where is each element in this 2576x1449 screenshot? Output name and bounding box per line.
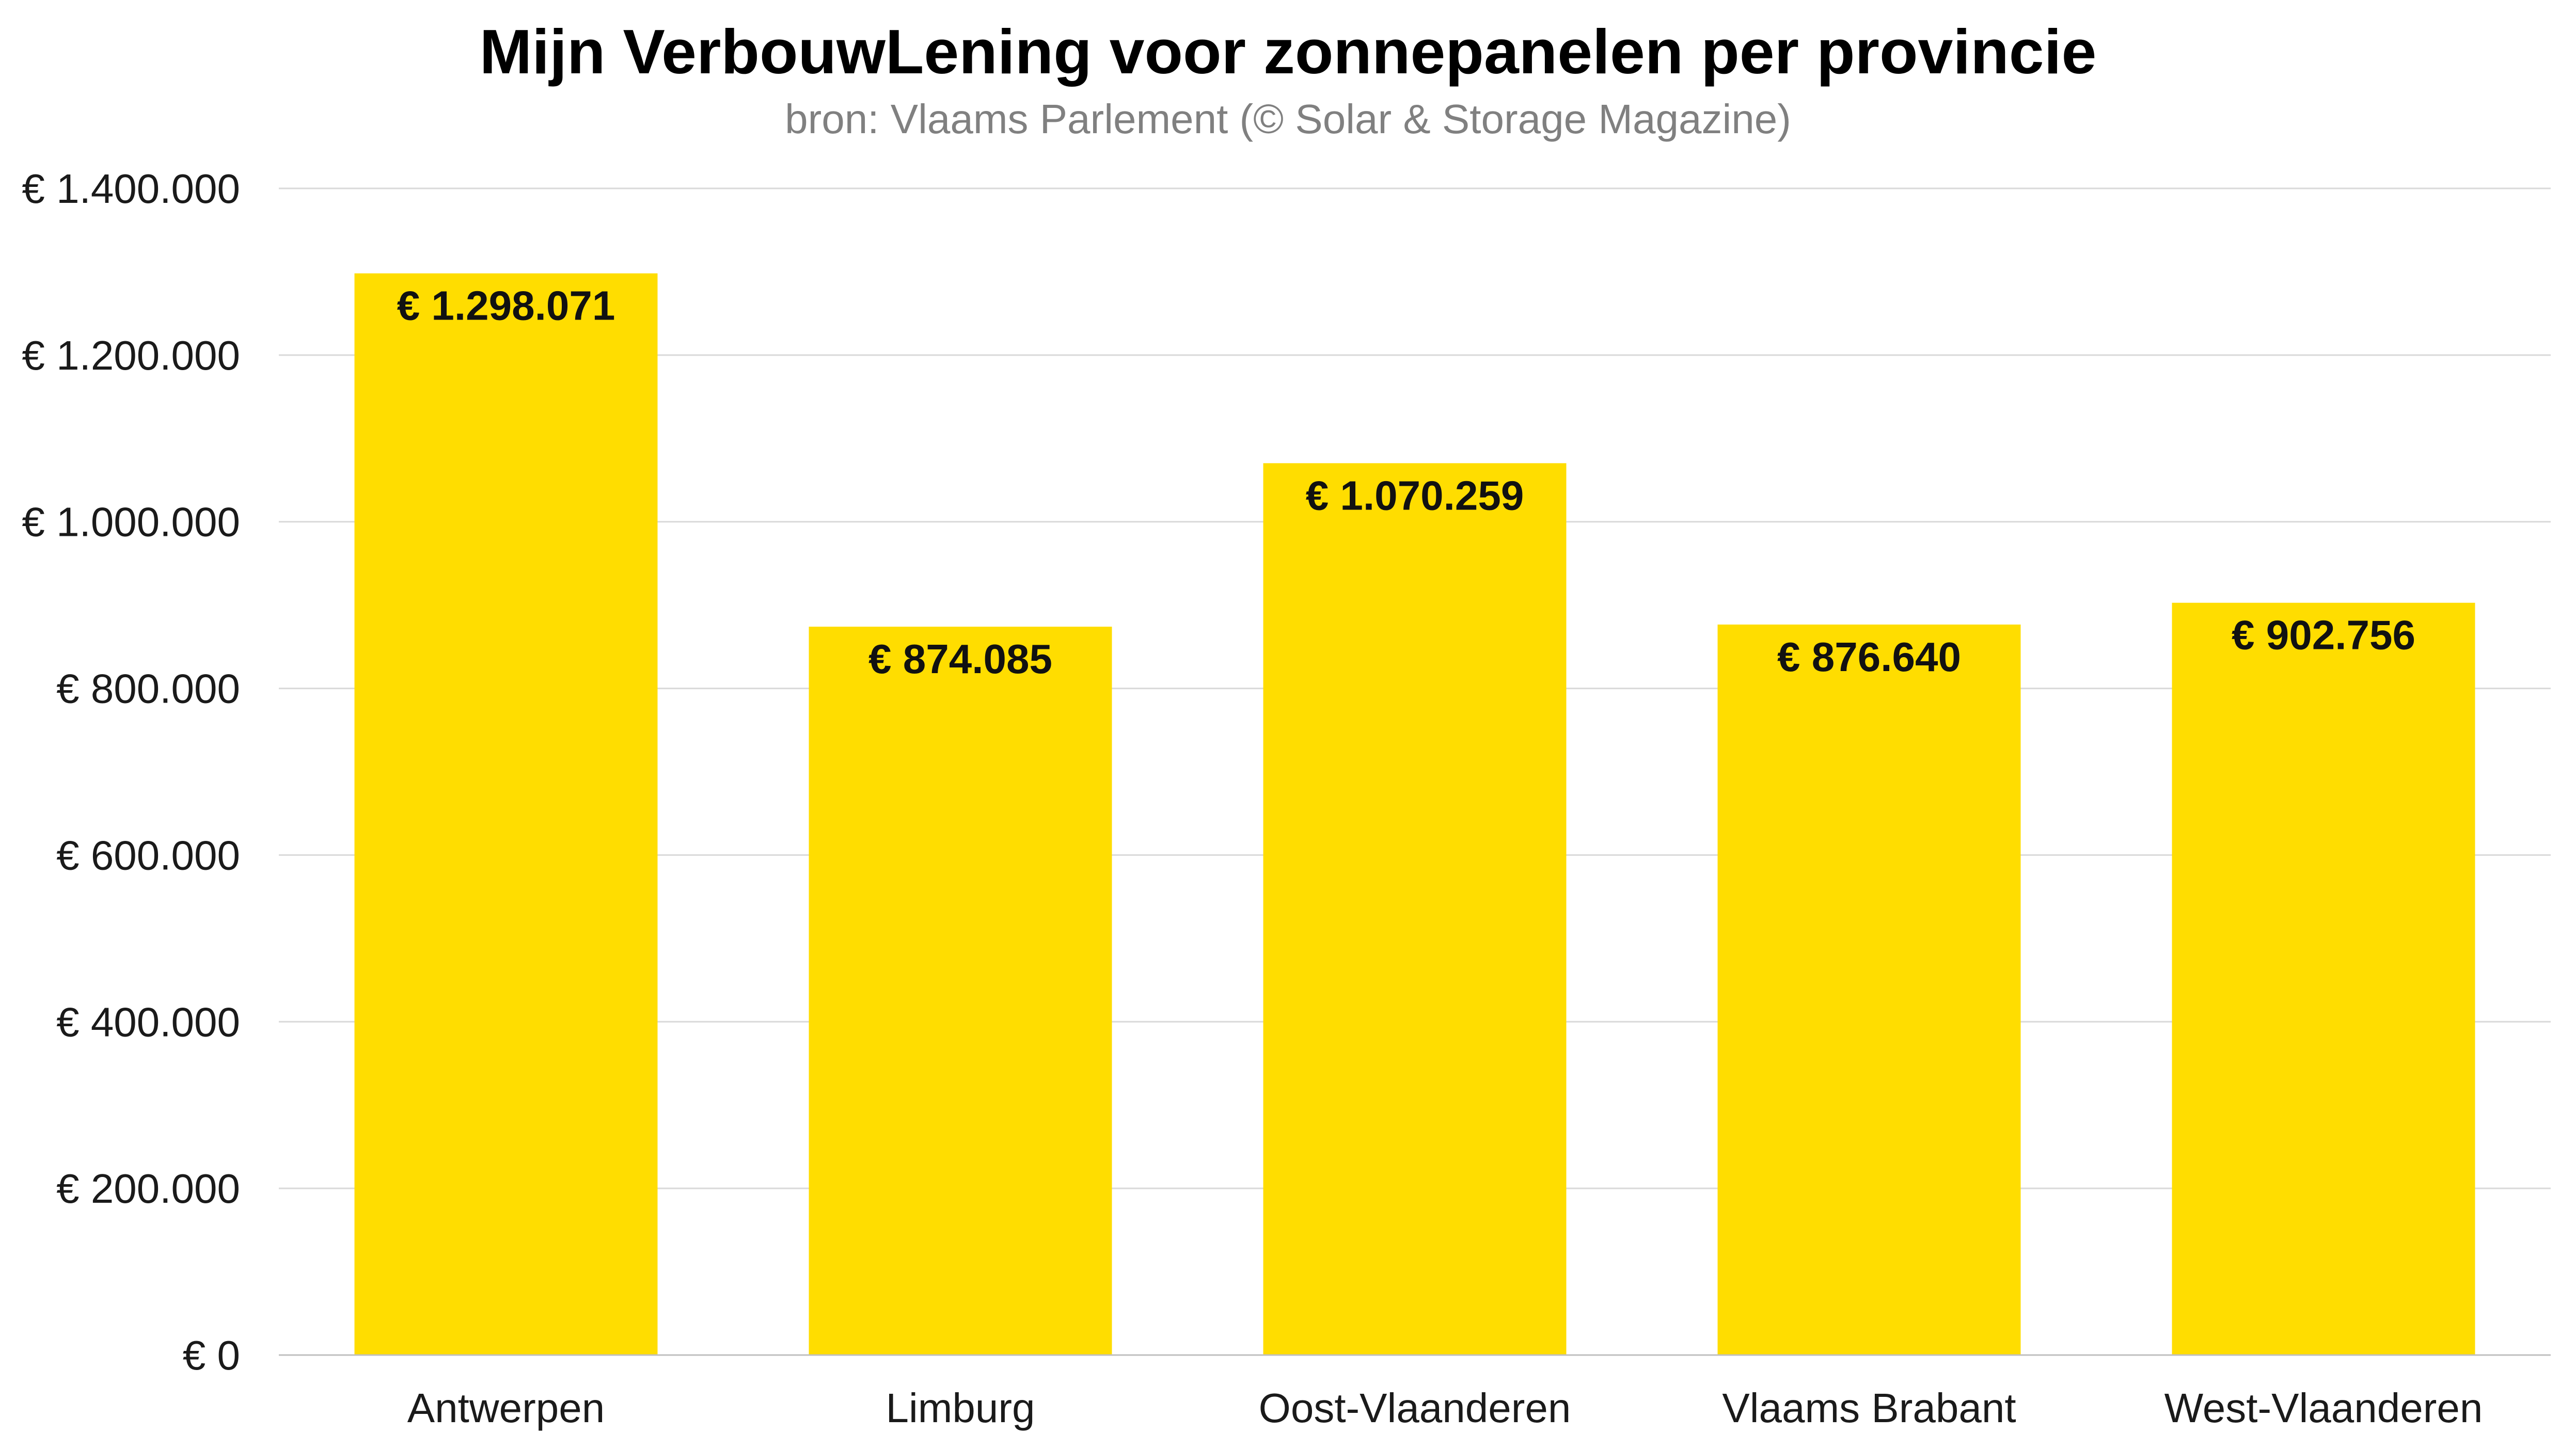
data-label: € 1.070.259 [1306, 472, 1524, 518]
y-tick-label: € 200.000 [56, 1166, 240, 1212]
x-tick-label: Oost-Vlaanderen [1259, 1385, 1571, 1431]
data-label: € 874.085 [868, 636, 1052, 682]
y-tick-label: € 600.000 [56, 832, 240, 878]
data-label: € 902.756 [2232, 612, 2415, 658]
chart-subtitle: bron: Vlaams Parlement (© Solar & Storag… [785, 96, 1791, 142]
bar-vlaams-brabant [1717, 624, 2021, 1355]
y-tick-label: € 1.200.000 [22, 332, 240, 378]
data-labels: € 1.298.071 € 874.085 € 1.070.259 € 876.640… [397, 283, 2415, 682]
data-label: € 1.298.071 [397, 283, 615, 329]
y-tick-label: € 0 [183, 1332, 240, 1378]
x-tick-label: Antwerpen [407, 1385, 605, 1431]
x-tick-label: Limburg [886, 1385, 1035, 1431]
x-axis-tick-labels: Antwerpen Limburg Oost-Vlaanderen Vlaams Br… [407, 1385, 2483, 1431]
chart-title: Mijn VerbouwLening voor zonnepanelen per… [479, 17, 2097, 87]
y-tick-label: € 400.000 [56, 999, 240, 1045]
bar-antwerpen [354, 273, 658, 1356]
x-tick-label: Vlaams Brabant [1722, 1385, 2016, 1431]
bar-oost-vlaanderen [1263, 463, 1567, 1356]
bar-limburg [809, 626, 1112, 1355]
y-tick-label: € 1.000.000 [22, 499, 240, 545]
y-axis-tick-labels: € 0 € 200.000 € 400.000 € 600.000 € 800.000 €… [22, 166, 240, 1378]
bar-west-vlaanderen [2172, 602, 2475, 1355]
x-tick-label: West-Vlaanderen [2164, 1385, 2483, 1431]
bars [354, 273, 2475, 1356]
y-tick-label: € 1.400.000 [22, 166, 240, 212]
data-label: € 876.640 [1777, 634, 1961, 680]
y-tick-label: € 800.000 [56, 666, 240, 712]
